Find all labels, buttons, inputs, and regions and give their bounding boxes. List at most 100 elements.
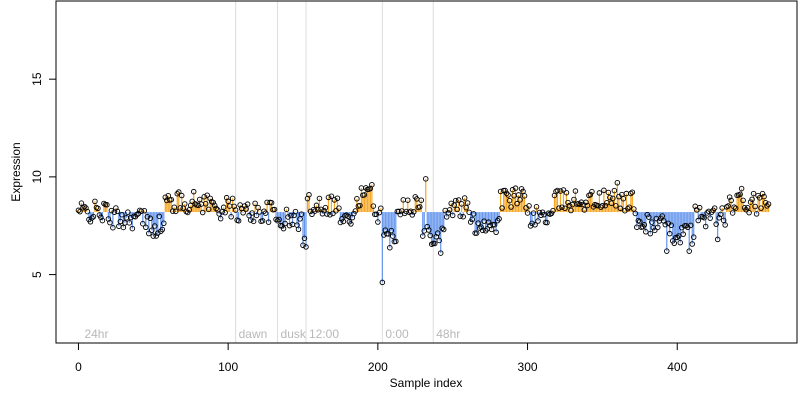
data-point xyxy=(378,205,384,211)
data-point xyxy=(146,230,152,237)
data-point xyxy=(276,216,282,223)
annotation-labels: 24hr dawn dusk 12:00 0:00 48hr xyxy=(84,327,460,341)
data-point xyxy=(628,190,634,197)
data-point xyxy=(125,209,131,215)
data-point xyxy=(610,195,616,202)
data-point xyxy=(686,248,692,254)
data-point xyxy=(298,211,305,217)
data-point xyxy=(524,210,531,216)
data-point xyxy=(664,248,670,254)
data-point xyxy=(649,219,655,225)
data-point xyxy=(568,207,574,214)
data-point xyxy=(373,211,380,217)
data-point xyxy=(207,195,213,202)
data-point xyxy=(295,226,302,232)
data-point xyxy=(84,208,91,215)
data-point xyxy=(253,212,260,219)
data-point xyxy=(728,197,734,204)
data-point xyxy=(440,226,447,233)
data-point xyxy=(235,217,242,224)
data-point xyxy=(387,244,393,251)
data-point xyxy=(352,208,359,214)
data-point xyxy=(89,215,95,221)
x-tick-label: 0 xyxy=(75,360,82,374)
data-point xyxy=(292,208,299,215)
data-point xyxy=(667,230,673,237)
annotation-label: dusk xyxy=(281,327,307,341)
data-point xyxy=(637,218,643,225)
y-tick-label: 15 xyxy=(30,72,44,86)
data-point xyxy=(717,211,724,218)
data-point xyxy=(315,207,321,213)
data-point xyxy=(659,213,666,219)
data-point xyxy=(457,213,463,219)
data-point xyxy=(247,217,254,223)
data-point xyxy=(336,205,342,211)
data-point xyxy=(560,187,567,193)
data-point xyxy=(493,229,499,235)
data-point xyxy=(81,203,88,210)
data-point xyxy=(662,221,669,228)
data-point xyxy=(587,191,594,198)
data-point xyxy=(265,219,272,225)
data-point xyxy=(225,198,231,204)
data-point xyxy=(758,205,764,211)
data-point xyxy=(716,215,722,221)
data-point xyxy=(725,203,731,209)
data-point xyxy=(458,201,465,207)
data-point xyxy=(605,189,612,196)
data-point xyxy=(77,208,83,215)
data-point xyxy=(470,211,477,217)
data-point xyxy=(548,210,555,217)
data-point xyxy=(572,188,579,194)
data-point xyxy=(607,194,613,201)
data-point xyxy=(514,200,520,207)
data-point xyxy=(702,223,709,230)
data-point xyxy=(556,205,562,211)
data-point xyxy=(499,205,505,211)
data-point xyxy=(427,232,433,239)
data-point xyxy=(340,218,347,225)
data-point xyxy=(252,200,258,207)
data-point xyxy=(749,196,755,203)
data-point xyxy=(78,200,85,206)
data-point xyxy=(282,220,288,227)
annotation-label: 12:00 xyxy=(309,327,339,341)
data-point xyxy=(283,206,290,213)
data-point xyxy=(232,207,239,213)
data-point xyxy=(228,214,234,220)
data-point xyxy=(243,206,249,212)
data-point xyxy=(174,190,181,197)
data-point xyxy=(201,194,207,200)
data-point xyxy=(138,208,145,214)
data-point xyxy=(740,197,746,204)
data-point xyxy=(369,181,375,188)
data-point xyxy=(418,197,425,203)
data-point xyxy=(205,206,212,213)
data-point xyxy=(348,221,354,227)
data-point xyxy=(176,189,182,195)
data-point xyxy=(375,219,381,225)
data-point xyxy=(361,192,368,198)
data-point xyxy=(178,192,185,199)
annotation-label: 48hr xyxy=(436,327,460,341)
data-point xyxy=(601,187,607,194)
data-point xyxy=(753,211,760,217)
data-point xyxy=(641,222,648,228)
data-point xyxy=(437,250,444,256)
data-point xyxy=(488,226,495,233)
data-point xyxy=(390,233,396,239)
annotation-label: dawn xyxy=(239,327,268,341)
data-point xyxy=(711,205,718,211)
data-point xyxy=(439,225,445,232)
data-point xyxy=(152,223,158,229)
data-point xyxy=(210,199,216,206)
data-point xyxy=(485,219,492,225)
data-point xyxy=(285,214,291,220)
data-point xyxy=(250,218,257,225)
data-point xyxy=(455,197,462,203)
data-point xyxy=(746,209,752,216)
data-point xyxy=(288,212,294,219)
data-point xyxy=(617,205,624,212)
data-point xyxy=(467,219,474,225)
